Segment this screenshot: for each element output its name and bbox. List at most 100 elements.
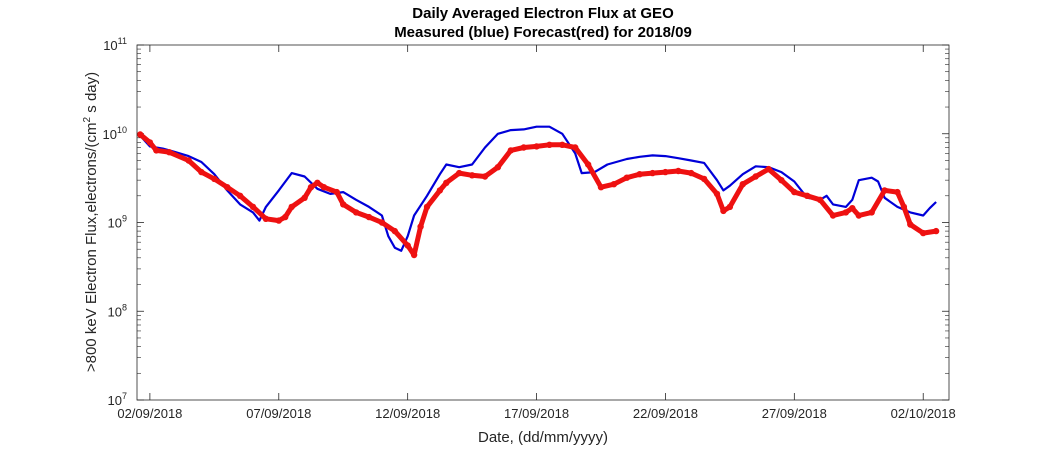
x-axis-ticks: 02/09/2018 07/09/2018 12/09/2018 17/09/2018… xyxy=(117,45,956,421)
forecast-flux-point xyxy=(520,144,527,151)
forecast-flux-point xyxy=(649,169,656,177)
forecast-flux-point xyxy=(765,165,772,173)
forecast-flux-point xyxy=(443,179,450,186)
x-tick-label: 02/09/2018 xyxy=(117,406,182,421)
plot-frame xyxy=(136,44,950,401)
y-tick-label: 109 xyxy=(108,214,127,231)
forecast-flux-point xyxy=(636,171,643,178)
forecast-flux-point xyxy=(572,144,579,151)
y-tick-label: 107 xyxy=(108,391,127,408)
forecast-flux-point xyxy=(262,215,270,222)
forecast-flux-point xyxy=(365,213,373,221)
forecast-flux-point xyxy=(597,184,605,191)
forecast-flux-point xyxy=(436,187,444,194)
forecast-flux-point xyxy=(584,161,592,168)
forecast-flux-point xyxy=(868,209,875,216)
forecast-flux-point xyxy=(211,175,218,183)
measured-flux-line xyxy=(139,125,937,252)
y-tick-exponent: 9 xyxy=(122,214,127,224)
forecast-flux-point xyxy=(404,242,411,249)
forecast-flux-point xyxy=(855,212,862,219)
forecast-flux-line xyxy=(137,132,939,258)
y-tick-exponent: 7 xyxy=(122,391,127,401)
forecast-flux-point xyxy=(623,174,630,181)
y-tick-base: 10 xyxy=(108,216,122,231)
forecast-flux-point xyxy=(610,181,618,188)
forecast-flux-point xyxy=(713,190,721,198)
y-tick-exponent: 8 xyxy=(122,302,127,312)
forecast-flux-point xyxy=(288,203,295,211)
forecast-flux-point xyxy=(224,184,231,191)
forecast-flux-point xyxy=(378,219,386,226)
forecast-flux-point xyxy=(533,143,540,150)
forecast-flux-point xyxy=(791,188,798,196)
forecast-flux-point xyxy=(739,181,746,188)
forecast-flux-point xyxy=(320,184,328,191)
forecast-flux-point xyxy=(166,149,173,156)
forecast-flux-point xyxy=(700,175,708,183)
forecast-flux-point xyxy=(842,209,850,216)
forecast-flux-point xyxy=(816,196,824,203)
forecast-flux-point xyxy=(662,168,669,176)
forecast-flux-point xyxy=(314,179,321,186)
forecast-flux-point xyxy=(752,173,759,180)
y-tick-label: 1010 xyxy=(103,125,127,142)
forecast-flux-point xyxy=(688,169,695,177)
forecast-flux-point xyxy=(301,194,308,201)
y-tick-base: 10 xyxy=(108,304,122,319)
forecast-flux-point xyxy=(468,172,476,179)
forecast-flux-point xyxy=(546,141,553,148)
forecast-flux-point xyxy=(146,139,154,146)
forecast-flux-point xyxy=(340,201,347,208)
forecast-flux-point xyxy=(333,188,340,196)
y-axis-label-suffix: s day) xyxy=(83,72,100,117)
forecast-flux-point xyxy=(804,192,811,199)
forecast-flux-point xyxy=(507,147,514,154)
forecast-flux-point xyxy=(137,131,144,138)
forecast-flux-point xyxy=(236,192,244,199)
forecast-flux-point xyxy=(720,207,727,215)
forecast-flux-point xyxy=(920,229,927,237)
x-axis-label: Date, (dd/mm/yyyy) xyxy=(478,429,608,446)
forecast-flux-point xyxy=(932,227,940,235)
series-layer xyxy=(137,125,940,259)
y-tick-base: 10 xyxy=(103,38,117,53)
y-tick-label: 108 xyxy=(108,302,127,319)
forecast-flux-point xyxy=(275,217,282,224)
y-axis-label: >800 keV Electron Flux,electrons/(cm2 s … xyxy=(82,72,100,372)
y-tick-exponent: 11 xyxy=(118,36,127,46)
x-tick-label: 22/09/2018 xyxy=(633,406,698,421)
forecast-flux-point xyxy=(907,221,914,228)
forecast-flux-point xyxy=(894,188,901,196)
forecast-flux-point xyxy=(417,223,424,230)
forecast-flux-point xyxy=(900,203,908,211)
forecast-flux-point xyxy=(481,173,489,180)
x-tick-label: 17/09/2018 xyxy=(504,406,569,421)
forecast-flux-point xyxy=(675,167,682,175)
forecast-flux-point xyxy=(559,141,566,148)
y-axis-label-main: >800 keV Electron Flux,electrons/(cm xyxy=(83,122,100,372)
y-axis-label-superscript: 2 xyxy=(82,116,93,122)
forecast-flux-point xyxy=(494,164,502,171)
x-tick-label: 27/09/2018 xyxy=(762,406,827,421)
forecast-flux-point xyxy=(410,251,418,259)
y-tick-exponent: 10 xyxy=(117,125,127,135)
forecast-flux-point xyxy=(778,177,785,184)
forecast-flux-point xyxy=(307,184,315,191)
forecast-flux-point xyxy=(423,203,431,211)
forecast-flux-point xyxy=(456,169,463,177)
forecast-flux-point xyxy=(249,203,257,211)
x-tick-label: 07/09/2018 xyxy=(246,406,311,421)
forecast-flux-point xyxy=(391,227,398,235)
forecast-flux-point xyxy=(352,209,360,216)
chart-subtitle: Measured (blue) Forecast(red) for 2018/0… xyxy=(394,24,692,41)
forecast-flux-point xyxy=(726,203,734,211)
forecast-flux-point xyxy=(881,187,888,194)
forecast-flux-point xyxy=(198,168,205,176)
y-tick-label: 1011 xyxy=(103,36,127,53)
x-tick-label: 12/09/2018 xyxy=(375,406,440,421)
forecast-flux-point xyxy=(829,212,837,219)
forecast-flux-point xyxy=(849,205,856,212)
y-tick-base: 10 xyxy=(103,127,117,142)
